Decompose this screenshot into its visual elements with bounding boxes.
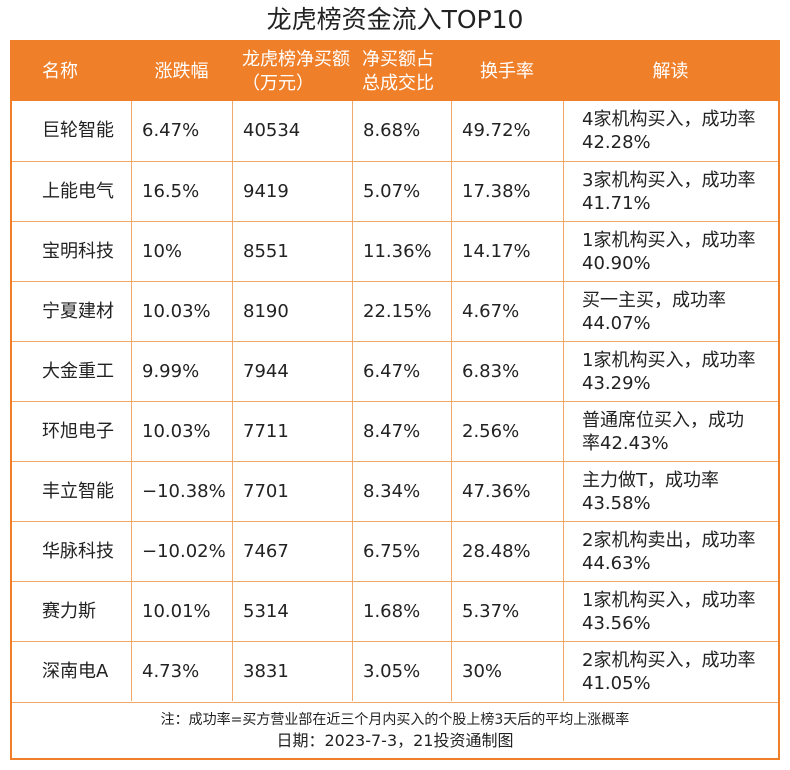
cell-ratio: 11.36% [352, 222, 451, 281]
table-row: 宝明科技 10% 8551 11.36% 14.17% 1家机构买入，成功率40… [12, 221, 778, 281]
cell-ratio: 5.07% [352, 162, 451, 221]
cell-ratio: 3.05% [352, 642, 451, 701]
cell-name: 赛力斯 [42, 600, 96, 622]
cell-name: 华脉科技 [42, 540, 114, 562]
header-name: 名称 [42, 60, 78, 82]
cell-interpretation: 2家机构买入，成功率41.05% [563, 642, 778, 701]
cell-change: 10.01% [131, 582, 232, 641]
table-row: 丰立智能 −10.38% 7701 8.34% 47.36% 主力做T，成功率4… [12, 461, 778, 521]
header-interpretation: 解读 [652, 60, 689, 82]
cell-change: −10.38% [131, 462, 232, 521]
cell-net-buy: 7467 [232, 522, 352, 581]
cell-turnover: 14.17% [451, 222, 563, 281]
footnote: 注：成功率=买方营业部在近三个月内买入的个股上榜3天后的平均上涨概率 [160, 712, 630, 728]
date-credit: 日期：2023-7-3，21投资通制图 [276, 731, 514, 750]
cell-name: 巨轮智能 [42, 120, 114, 141]
table-row: 宁夏建材 10.03% 8190 22.15% 4.67% 买一主买，成功率44… [12, 281, 778, 341]
table-row: 华脉科技 −10.02% 7467 6.75% 28.48% 2家机构卖出，成功… [12, 521, 778, 581]
cell-net-buy: 7711 [232, 402, 352, 461]
cell-turnover: 28.48% [451, 522, 563, 581]
data-table: 名称 涨跌幅 龙虎榜净买额（万元） 净买额占总成交比 换手率 解读 巨轮智能 6… [10, 40, 780, 760]
cell-ratio: 8.47% [352, 402, 451, 461]
table-row: 深南电A 4.73% 3831 3.05% 30% 2家机构买入，成功率41.0… [12, 641, 778, 701]
cell-name: 上能电气 [42, 180, 114, 202]
cell-ratio: 8.68% [352, 101, 451, 161]
cell-turnover: 17.38% [451, 162, 563, 221]
cell-interpretation: 1家机构买入，成功率43.29% [563, 342, 778, 401]
table-header-row: 名称 涨跌幅 龙虎榜净买额（万元） 净买额占总成交比 换手率 解读 [12, 42, 778, 101]
cell-turnover: 30% [451, 642, 563, 701]
page-title: 龙虎榜资金流入TOP10 [266, 5, 524, 34]
table-row: 巨轮智能 6.47% 40534 8.68% 49.72% 4家机构买入，成功率… [12, 101, 778, 161]
cell-net-buy: 3831 [232, 642, 352, 701]
cell-change: 10.03% [131, 282, 232, 341]
cell-name: 丰立智能 [42, 480, 114, 502]
cell-net-buy: 5314 [232, 582, 352, 641]
cell-turnover: 5.37% [451, 582, 563, 641]
cell-ratio: 1.68% [352, 582, 451, 641]
cell-interpretation: 主力做T，成功率43.58% [563, 462, 778, 521]
cell-change: −10.02% [131, 522, 232, 581]
cell-interpretation: 3家机构买入，成功率41.71% [563, 162, 778, 221]
cell-net-buy: 7701 [232, 462, 352, 521]
cell-interpretation: 2家机构卖出，成功率44.63% [563, 522, 778, 581]
table-body: 巨轮智能 6.47% 40534 8.68% 49.72% 4家机构买入，成功率… [12, 101, 778, 701]
header-change: 涨跌幅 [154, 60, 209, 82]
table-row: 赛力斯 10.01% 5314 1.68% 5.37% 1家机构买入，成功率43… [12, 581, 778, 641]
cell-name: 大金重工 [42, 360, 114, 382]
cell-name: 宁夏建材 [42, 300, 114, 322]
cell-interpretation: 买一主买，成功率44.07% [563, 282, 778, 341]
cell-net-buy: 8190 [232, 282, 352, 341]
cell-interpretation: 4家机构买入，成功率42.28% [563, 101, 778, 161]
table-row: 环旭电子 10.03% 7711 8.47% 2.56% 普通席位买入，成功率4… [12, 401, 778, 461]
cell-turnover: 4.67% [451, 282, 563, 341]
cell-turnover: 47.36% [451, 462, 563, 521]
cell-change: 10% [131, 222, 232, 281]
cell-change: 6.47% [131, 101, 232, 161]
header-net-buy: 龙虎榜净买额（万元） [242, 48, 350, 94]
cell-change: 4.73% [131, 642, 232, 701]
header-ratio: 净买额占总成交比 [362, 48, 434, 94]
cell-interpretation: 1家机构买入，成功率40.90% [563, 222, 778, 281]
footer-notes: 注：成功率=买方营业部在近三个月内买入的个股上榜3天后的平均上涨概率 日期：20… [12, 702, 778, 759]
table-row: 大金重工 9.99% 7944 6.47% 6.83% 1家机构买入，成功率43… [12, 341, 778, 401]
cell-net-buy: 9419 [232, 162, 352, 221]
cell-turnover: 49.72% [451, 101, 563, 161]
cell-interpretation: 1家机构买入，成功率43.56% [563, 582, 778, 641]
cell-ratio: 6.47% [352, 342, 451, 401]
cell-net-buy: 40534 [232, 101, 352, 161]
cell-net-buy: 7944 [232, 342, 352, 401]
cell-name: 环旭电子 [42, 420, 114, 442]
cell-ratio: 22.15% [352, 282, 451, 341]
cell-ratio: 8.34% [352, 462, 451, 521]
cell-ratio: 6.75% [352, 522, 451, 581]
cell-interpretation: 普通席位买入，成功率42.43% [563, 402, 778, 461]
header-turnover: 换手率 [480, 60, 534, 82]
table-row: 上能电气 16.5% 9419 5.07% 17.38% 3家机构买入，成功率4… [12, 161, 778, 221]
cell-turnover: 2.56% [451, 402, 563, 461]
cell-change: 16.5% [131, 162, 232, 221]
cell-name: 深南电A [42, 660, 109, 682]
cell-turnover: 6.83% [451, 342, 563, 401]
cell-change: 9.99% [131, 342, 232, 401]
cell-change: 10.03% [131, 402, 232, 461]
cell-name: 宝明科技 [42, 240, 114, 262]
cell-net-buy: 8551 [232, 222, 352, 281]
